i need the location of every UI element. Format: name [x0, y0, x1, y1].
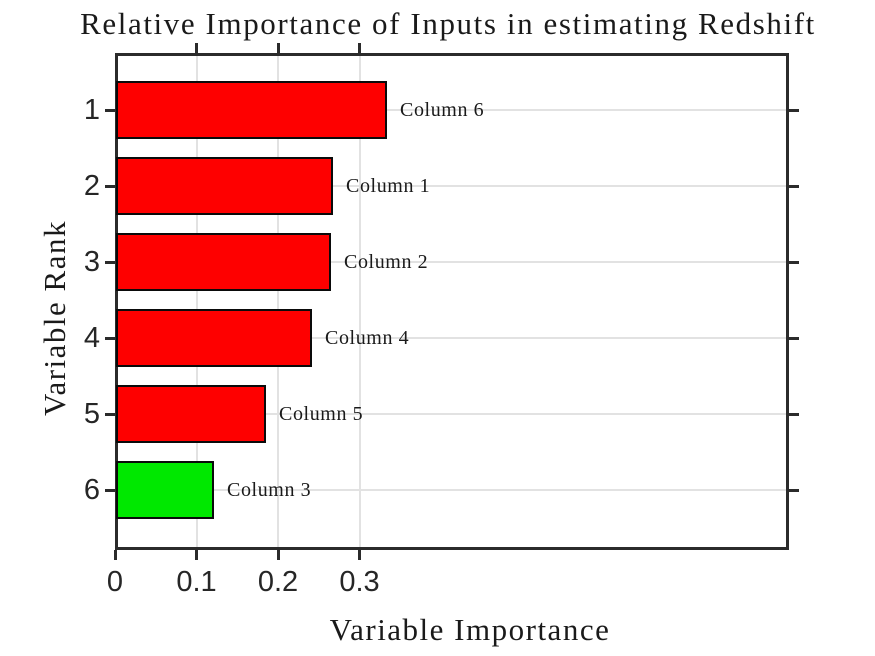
- bar-column-2: [116, 233, 331, 291]
- x-tick-label: 0.1: [176, 566, 217, 598]
- x-tick-label: 0.2: [257, 566, 299, 598]
- y-tick-right: [789, 412, 799, 416]
- y-tick-label: 1: [83, 94, 100, 126]
- x-tick-top: [276, 43, 280, 53]
- y-tick-left: [105, 336, 115, 340]
- x-tick-top: [195, 43, 198, 53]
- y-gridline: [118, 261, 786, 263]
- x-tick-bottom: [195, 550, 198, 560]
- y-tick-right: [789, 336, 799, 340]
- x-tick-bottom: [113, 550, 117, 560]
- y-tick-right: [789, 488, 799, 492]
- bar-label: Column 1: [346, 175, 431, 197]
- x-gridline: [277, 56, 279, 547]
- y-tick-left: [105, 488, 115, 492]
- y-gridline: [118, 413, 786, 415]
- y-tick-label: 6: [83, 474, 100, 506]
- x-axis-label: Variable Importance: [329, 612, 611, 647]
- x-gridline: [195, 56, 198, 547]
- bar-label: Column 2: [344, 251, 429, 273]
- y-tick-label: 4: [83, 322, 100, 354]
- bar-label: Column 5: [279, 403, 364, 425]
- x-tick-label: 0.3: [339, 566, 380, 598]
- x-tick-bottom: [358, 550, 361, 560]
- y-gridline: [118, 185, 786, 187]
- bar-column-3: [116, 461, 214, 519]
- grid-layer: [115, 53, 789, 550]
- y-tick-left: [105, 184, 115, 188]
- y-tick-right: [789, 108, 799, 112]
- bar-label: Column 4: [325, 327, 410, 349]
- y-tick-left: [105, 412, 115, 416]
- bar-column-5: [116, 385, 266, 443]
- y-tick-left: [105, 108, 115, 112]
- y-tick-left: [105, 260, 115, 264]
- y-tick-label: 3: [83, 246, 100, 278]
- x-tick-bottom: [276, 550, 280, 560]
- y-gridline: [118, 489, 786, 491]
- x-tick-top: [358, 43, 361, 53]
- bar-column-1: [116, 157, 333, 215]
- bar-label: Column 3: [227, 479, 312, 501]
- x-gridline: [358, 56, 361, 547]
- y-tick-right: [789, 260, 799, 264]
- x-tick-label: 0: [106, 566, 124, 598]
- bar-label: Column 6: [400, 99, 485, 121]
- y-gridline: [118, 109, 786, 111]
- bars-layer: Column 6 Column 1 Column 2 Column 4 Column 5…: [115, 53, 789, 550]
- bar-column-6: [116, 81, 387, 139]
- y-tick-label: 5: [83, 398, 100, 430]
- y-tick-right: [789, 184, 799, 188]
- y-gridline: [118, 337, 786, 339]
- bar-column-4: [116, 309, 312, 367]
- y-tick-label: 2: [83, 170, 100, 202]
- chart-title: Relative Importance of Inputs in estimat…: [80, 6, 816, 41]
